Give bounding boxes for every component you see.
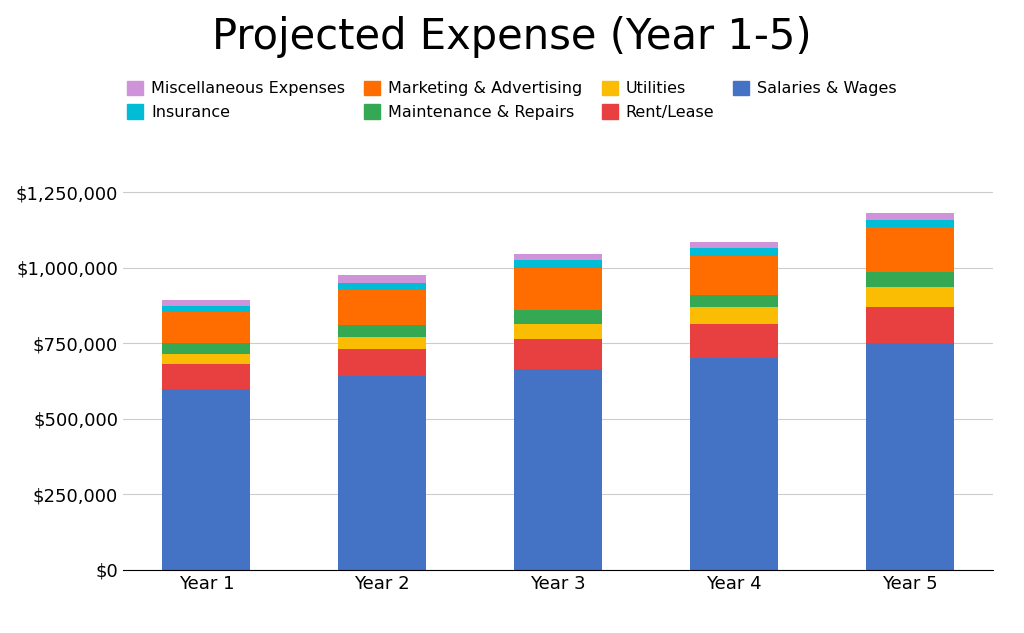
Bar: [866, 343, 953, 570]
Bar: [866, 272, 953, 287]
Bar: [338, 325, 426, 337]
Bar: [690, 323, 778, 358]
Bar: [866, 227, 953, 272]
Bar: [163, 306, 250, 311]
Bar: [866, 307, 953, 343]
Text: Projected Expense (Year 1-5): Projected Expense (Year 1-5): [212, 16, 812, 58]
Bar: [866, 287, 953, 307]
Bar: [690, 256, 778, 295]
Bar: [163, 354, 250, 365]
Bar: [514, 260, 602, 268]
Bar: [338, 291, 426, 325]
Bar: [514, 369, 602, 570]
Bar: [163, 311, 250, 343]
Bar: [338, 275, 426, 283]
Bar: [514, 339, 602, 369]
Bar: [514, 268, 602, 310]
Bar: [866, 220, 953, 227]
Bar: [338, 337, 426, 349]
Bar: [866, 213, 953, 220]
Bar: [338, 377, 426, 570]
Bar: [690, 358, 778, 570]
Bar: [338, 349, 426, 377]
Bar: [163, 365, 250, 389]
Bar: [163, 299, 250, 306]
Bar: [163, 389, 250, 570]
Bar: [514, 310, 602, 323]
Bar: [690, 307, 778, 323]
Bar: [514, 323, 602, 339]
Bar: [514, 254, 602, 260]
Bar: [690, 242, 778, 248]
Legend: Miscellaneous Expenses, Insurance, Marketing & Advertising, Maintenance & Repair: Miscellaneous Expenses, Insurance, Marke…: [121, 75, 903, 127]
Bar: [690, 248, 778, 256]
Bar: [690, 295, 778, 307]
Bar: [163, 343, 250, 354]
Bar: [338, 283, 426, 291]
